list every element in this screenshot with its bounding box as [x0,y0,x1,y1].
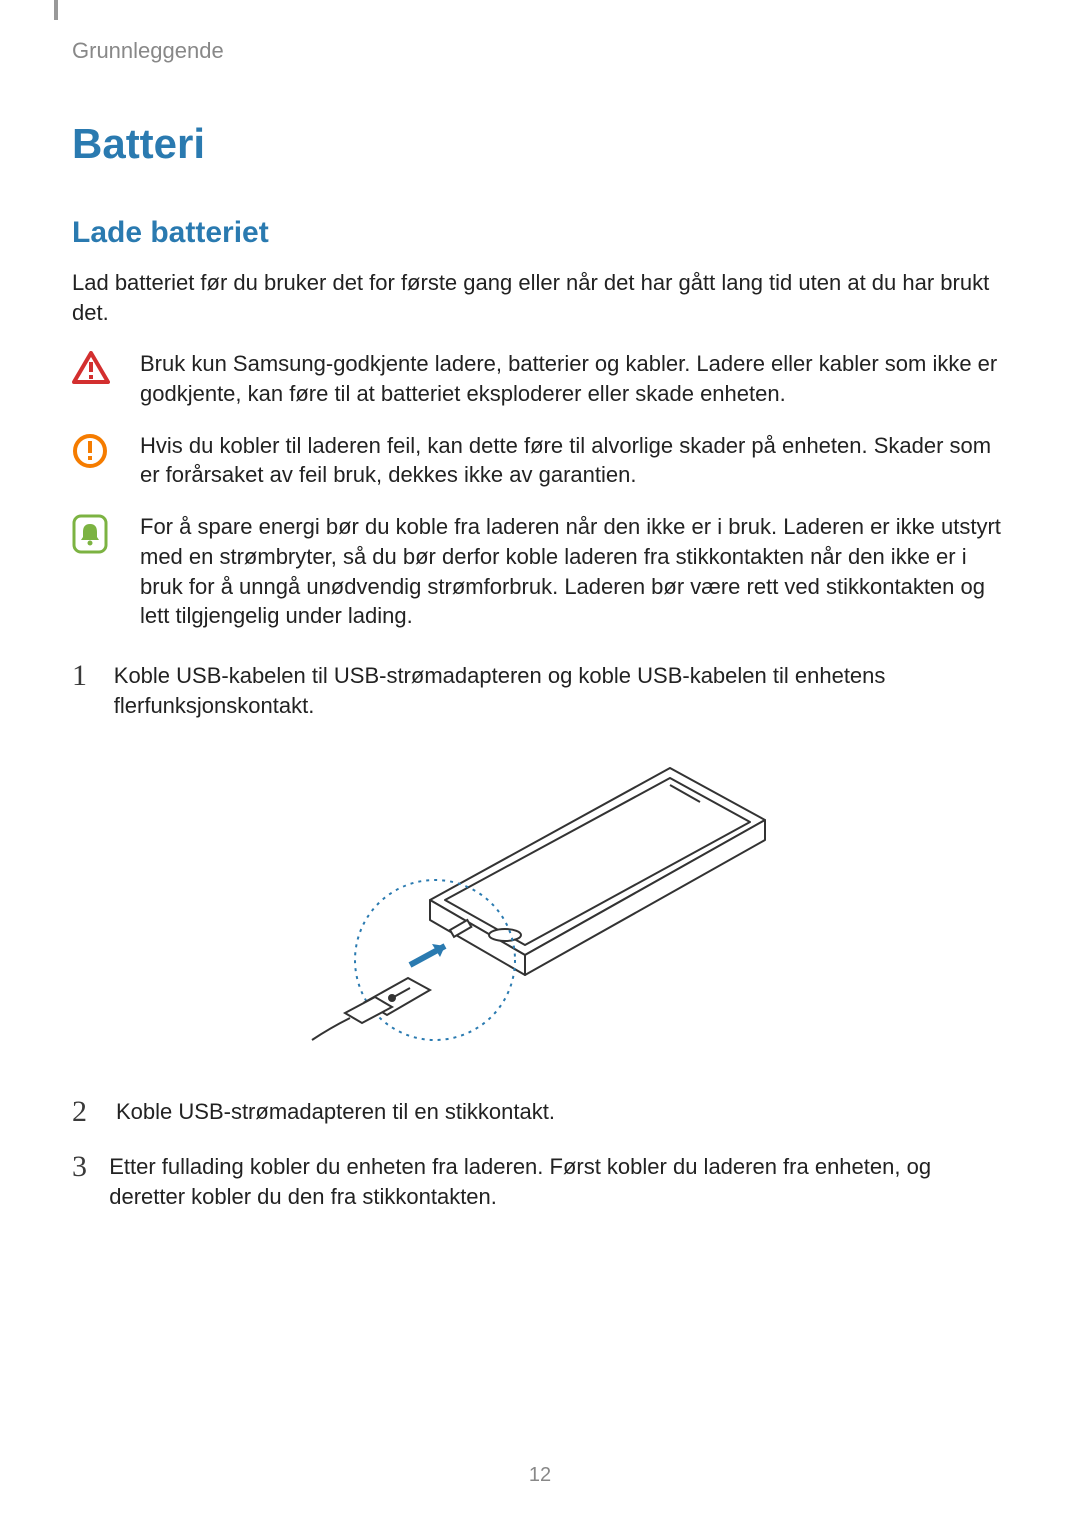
intro-paragraph: Lad batteriet før du bruker det for førs… [72,268,1008,327]
breadcrumb: Grunnleggende [72,38,1008,64]
step-text: Etter fullading kobler du enheten fra la… [109,1150,1008,1211]
page-tab-mark [54,0,58,20]
step-item: 3 Etter fullading kobler du enheten fra … [72,1150,1008,1211]
page-number: 12 [0,1464,1080,1487]
steps-list: 1 Koble USB-kabelen til USB-strømadapter… [72,659,1008,1212]
step-item: 1 Koble USB-kabelen til USB-strømadapter… [72,659,1008,720]
step-text: Koble USB-kabelen til USB-strømadapteren… [114,659,1008,720]
section-title: Lade batteriet [72,216,1008,250]
step-number: 2 [72,1095,98,1128]
caution-note: Hvis du kobler til laderen feil, kan det… [72,431,1008,490]
page-title: Batteri [72,120,1008,168]
tip-bell-icon [72,514,112,559]
warning-triangle-icon [72,351,112,390]
step-text: Koble USB-strømadapteren til en stikkont… [116,1095,555,1127]
step-number: 1 [72,659,96,692]
warning-text: Bruk kun Samsung-godkjente ladere, batte… [140,349,1008,408]
tip-text: For å spare energi bør du koble fra lade… [140,512,1008,631]
caution-text: Hvis du kobler til laderen feil, kan det… [140,431,1008,490]
document-page: Grunnleggende Batteri Lade batteriet Lad… [0,0,1080,1527]
charging-figure [72,750,1008,1055]
step-item: 2 Koble USB-strømadapteren til en stikko… [72,1095,1008,1128]
caution-circle-icon [72,433,112,474]
tip-note: For å spare energi bør du koble fra lade… [72,512,1008,631]
warning-note: Bruk kun Samsung-godkjente ladere, batte… [72,349,1008,408]
step-number: 3 [72,1150,91,1183]
